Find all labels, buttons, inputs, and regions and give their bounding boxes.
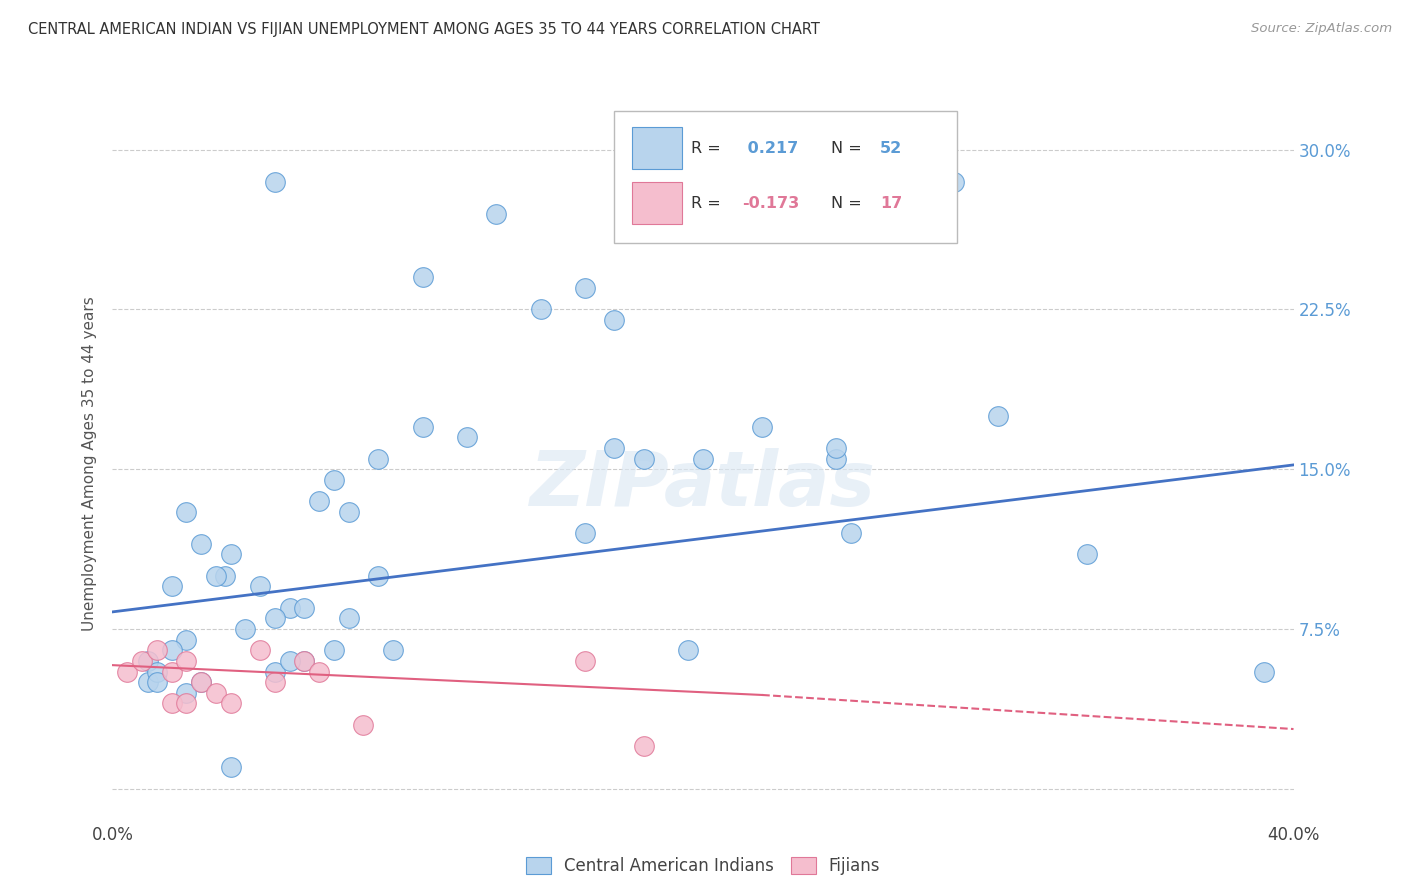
Point [190, 537, 212, 551]
Point [264, 175, 287, 189]
Point [278, 654, 301, 668]
Text: R =: R = [692, 196, 725, 211]
Point [292, 654, 315, 668]
Point [633, 739, 655, 753]
Point [456, 430, 478, 444]
Point [352, 718, 374, 732]
Point [308, 494, 330, 508]
Point [160, 579, 183, 593]
Point [146, 665, 169, 679]
Point [249, 579, 271, 593]
Text: ZIPatlas: ZIPatlas [530, 449, 876, 522]
Point [337, 611, 360, 625]
Point [323, 473, 346, 487]
Point [160, 697, 183, 711]
Point [692, 451, 714, 466]
Point [633, 451, 655, 466]
Point [987, 409, 1010, 423]
Point [824, 451, 846, 466]
Point [264, 675, 287, 690]
Point [603, 313, 626, 327]
Point [160, 643, 183, 657]
Point [485, 206, 508, 220]
Point [839, 526, 862, 541]
Point [337, 505, 360, 519]
Point [574, 526, 596, 541]
Point [942, 175, 965, 189]
Point [190, 675, 212, 690]
Point [1253, 665, 1275, 679]
Text: 17: 17 [880, 196, 903, 211]
Text: R =: R = [692, 141, 725, 156]
Point [117, 665, 138, 679]
Point [174, 505, 197, 519]
Point [264, 611, 287, 625]
Point [574, 281, 596, 295]
Point [264, 665, 287, 679]
FancyBboxPatch shape [633, 182, 682, 225]
Point [292, 654, 315, 668]
Point [136, 675, 159, 690]
Point [278, 600, 301, 615]
Point [214, 568, 236, 582]
Point [174, 697, 197, 711]
Point [678, 643, 700, 657]
Point [529, 302, 551, 317]
Text: -0.173: -0.173 [742, 196, 799, 211]
Point [367, 451, 389, 466]
Text: N =: N = [831, 196, 866, 211]
Point [190, 675, 212, 690]
Point [603, 441, 626, 455]
Point [219, 697, 242, 711]
Point [205, 568, 228, 582]
FancyBboxPatch shape [614, 111, 957, 243]
Point [367, 568, 389, 582]
Text: 0.217: 0.217 [742, 141, 799, 156]
Point [174, 686, 197, 700]
Point [1076, 547, 1098, 561]
Point [308, 665, 330, 679]
Point [233, 622, 256, 636]
Text: 52: 52 [880, 141, 903, 156]
Point [382, 643, 405, 657]
Legend: Central American Indians, Fijians: Central American Indians, Fijians [517, 849, 889, 884]
Point [411, 419, 433, 434]
Point [751, 419, 773, 434]
Point [160, 665, 183, 679]
Point [174, 632, 197, 647]
FancyBboxPatch shape [633, 128, 682, 169]
Point [249, 643, 271, 657]
Text: N =: N = [831, 141, 866, 156]
Point [146, 643, 169, 657]
Point [131, 654, 153, 668]
Text: CENTRAL AMERICAN INDIAN VS FIJIAN UNEMPLOYMENT AMONG AGES 35 TO 44 YEARS CORRELA: CENTRAL AMERICAN INDIAN VS FIJIAN UNEMPL… [28, 22, 820, 37]
Point [174, 654, 197, 668]
Point [219, 760, 242, 774]
Point [219, 547, 242, 561]
Point [146, 675, 169, 690]
Y-axis label: Unemployment Among Ages 35 to 44 years: Unemployment Among Ages 35 to 44 years [82, 296, 97, 632]
Point [411, 270, 433, 285]
Point [323, 643, 346, 657]
Point [574, 654, 596, 668]
Point [136, 654, 159, 668]
Point [205, 686, 228, 700]
Point [824, 441, 846, 455]
Point [292, 600, 315, 615]
Text: Source: ZipAtlas.com: Source: ZipAtlas.com [1251, 22, 1392, 36]
